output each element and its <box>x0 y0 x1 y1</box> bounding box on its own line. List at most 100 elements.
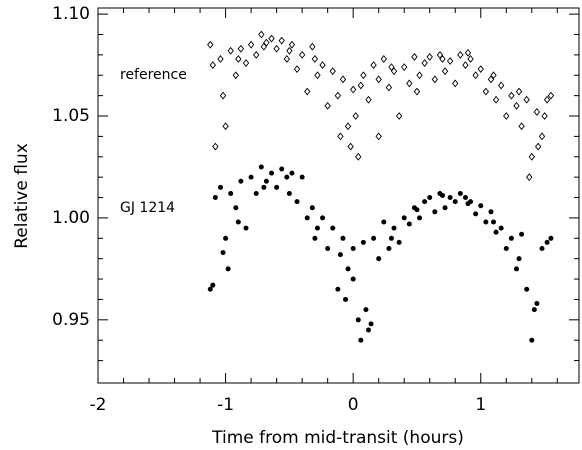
point <box>465 201 471 207</box>
point <box>439 55 446 63</box>
point <box>335 286 341 292</box>
point <box>452 199 458 205</box>
point <box>371 235 377 241</box>
x-tick-label: -2 <box>90 395 107 415</box>
point <box>491 219 497 225</box>
point <box>464 48 472 57</box>
point <box>380 55 387 63</box>
point <box>242 59 250 67</box>
point <box>457 190 463 196</box>
point <box>368 321 374 327</box>
point <box>518 122 525 131</box>
point <box>223 235 229 241</box>
point <box>360 71 367 80</box>
point <box>358 337 364 343</box>
point <box>325 245 331 251</box>
point <box>299 174 305 180</box>
point <box>286 190 292 196</box>
point <box>334 91 342 100</box>
point <box>513 266 519 272</box>
point <box>343 296 349 302</box>
point <box>427 195 433 201</box>
point <box>528 152 535 161</box>
point <box>513 101 520 110</box>
point <box>411 52 418 61</box>
point <box>222 122 229 131</box>
point <box>548 235 554 241</box>
point <box>498 225 504 231</box>
point <box>457 50 464 59</box>
point <box>217 55 224 63</box>
point <box>375 75 382 84</box>
point <box>388 63 395 72</box>
point <box>330 225 336 231</box>
point <box>298 50 306 59</box>
point <box>278 36 285 45</box>
point <box>355 152 362 161</box>
point <box>309 205 315 211</box>
point <box>490 71 497 80</box>
point <box>439 193 445 198</box>
plot-frame <box>97 7 580 384</box>
point <box>524 286 530 292</box>
point <box>253 190 259 196</box>
point <box>441 67 449 76</box>
point <box>288 40 296 49</box>
point <box>294 199 300 205</box>
point <box>269 170 275 176</box>
point <box>529 337 535 343</box>
y-axis-label: Relative flux <box>12 143 32 249</box>
x-tick-label: -1 <box>217 395 234 415</box>
point <box>289 170 295 176</box>
point <box>414 207 420 213</box>
point <box>431 75 439 84</box>
point <box>210 282 216 288</box>
point <box>482 87 490 96</box>
point <box>248 174 254 180</box>
point <box>370 61 377 69</box>
point <box>516 256 522 262</box>
point <box>207 40 214 49</box>
point <box>446 57 454 65</box>
point <box>320 215 326 221</box>
point <box>349 85 357 94</box>
point <box>225 266 231 272</box>
point <box>258 164 264 170</box>
y-tick-label: 1.10 <box>52 4 90 24</box>
point <box>279 166 285 172</box>
point <box>467 55 474 63</box>
point <box>337 132 344 141</box>
point <box>337 252 343 258</box>
point <box>381 219 387 225</box>
point <box>483 219 489 225</box>
point <box>462 61 469 69</box>
y-tick-label: 1.05 <box>52 106 90 126</box>
point <box>232 71 239 80</box>
point <box>212 142 219 151</box>
point <box>286 46 293 55</box>
point <box>531 307 537 313</box>
point <box>497 81 505 90</box>
point <box>268 34 275 43</box>
x-tick-label: 1 <box>475 395 486 415</box>
point <box>473 211 479 217</box>
point <box>357 81 365 90</box>
point <box>406 79 413 88</box>
point <box>207 286 213 292</box>
point <box>503 112 510 120</box>
point <box>309 42 316 51</box>
point <box>462 195 468 201</box>
point <box>401 215 407 221</box>
point <box>478 203 484 209</box>
point <box>352 112 359 120</box>
point <box>395 112 403 120</box>
point <box>376 256 382 262</box>
point <box>228 190 234 196</box>
point <box>422 199 428 205</box>
y-tick-label: 0.95 <box>52 310 90 330</box>
point <box>417 215 423 221</box>
point <box>488 209 494 215</box>
point <box>503 245 509 251</box>
point <box>544 239 550 245</box>
point <box>413 87 421 96</box>
